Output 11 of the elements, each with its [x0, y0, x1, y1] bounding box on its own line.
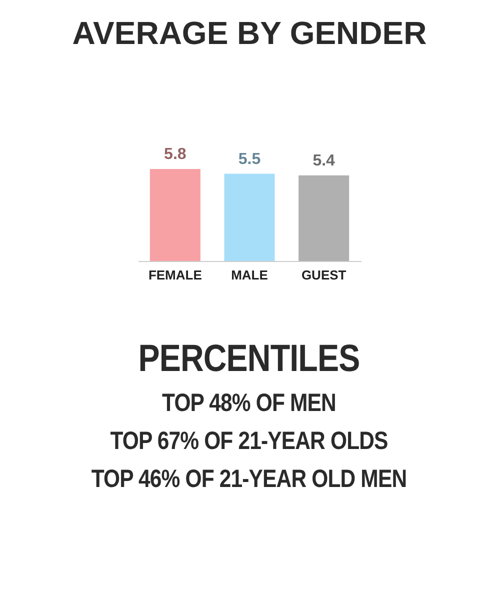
text: TOP 46% OF 21-YEAR OLD MEN [90, 464, 408, 495]
data-label: 5.8 [164, 146, 186, 163]
x-tick-label: GUEST [300, 268, 346, 282]
chart-title: AVERAGE BY GENDER [72, 15, 426, 51]
x-tick-label: FEMALE [148, 268, 202, 282]
text: PERCENTILES [137, 337, 361, 382]
data-label: 5.4 [312, 152, 335, 170]
text: TOP 67% OF 21-YEAR OLDS [109, 426, 389, 457]
text: TOP 48% OF MEN [161, 388, 337, 419]
data-label: 5.5 [238, 150, 260, 168]
x-tick-label: MALE [230, 268, 268, 282]
